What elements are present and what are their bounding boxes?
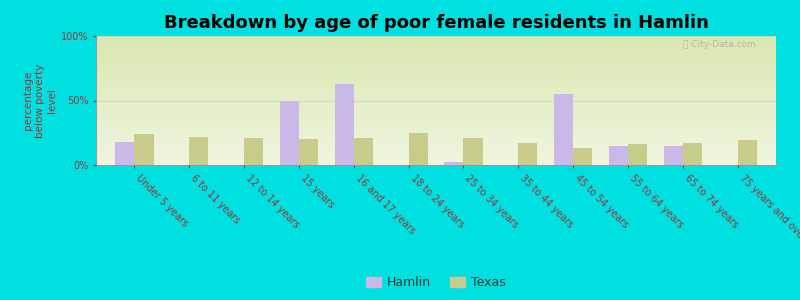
Bar (134, 134, 154, 165)
Y-axis label: percentage
below poverty
level: percentage below poverty level (23, 63, 57, 138)
Bar (463, 138, 482, 165)
Text: ⓘ City-Data.com: ⓘ City-Data.com (682, 40, 755, 49)
Bar (115, 142, 134, 165)
Bar (609, 146, 628, 165)
Bar (190, 136, 209, 165)
Bar (444, 162, 463, 165)
Bar (244, 138, 263, 165)
Bar (663, 146, 682, 165)
Bar (354, 138, 373, 165)
Bar (518, 143, 538, 165)
Bar (628, 144, 647, 165)
Bar (682, 143, 702, 165)
Bar (409, 133, 428, 165)
Legend: Hamlin, Texas: Hamlin, Texas (361, 271, 511, 294)
Bar (299, 139, 318, 165)
Title: Breakdown by age of poor female residents in Hamlin: Breakdown by age of poor female resident… (163, 14, 709, 32)
Bar (573, 148, 592, 165)
Bar (280, 100, 299, 165)
Bar (554, 94, 573, 165)
Bar (738, 140, 757, 165)
Bar (334, 84, 354, 165)
